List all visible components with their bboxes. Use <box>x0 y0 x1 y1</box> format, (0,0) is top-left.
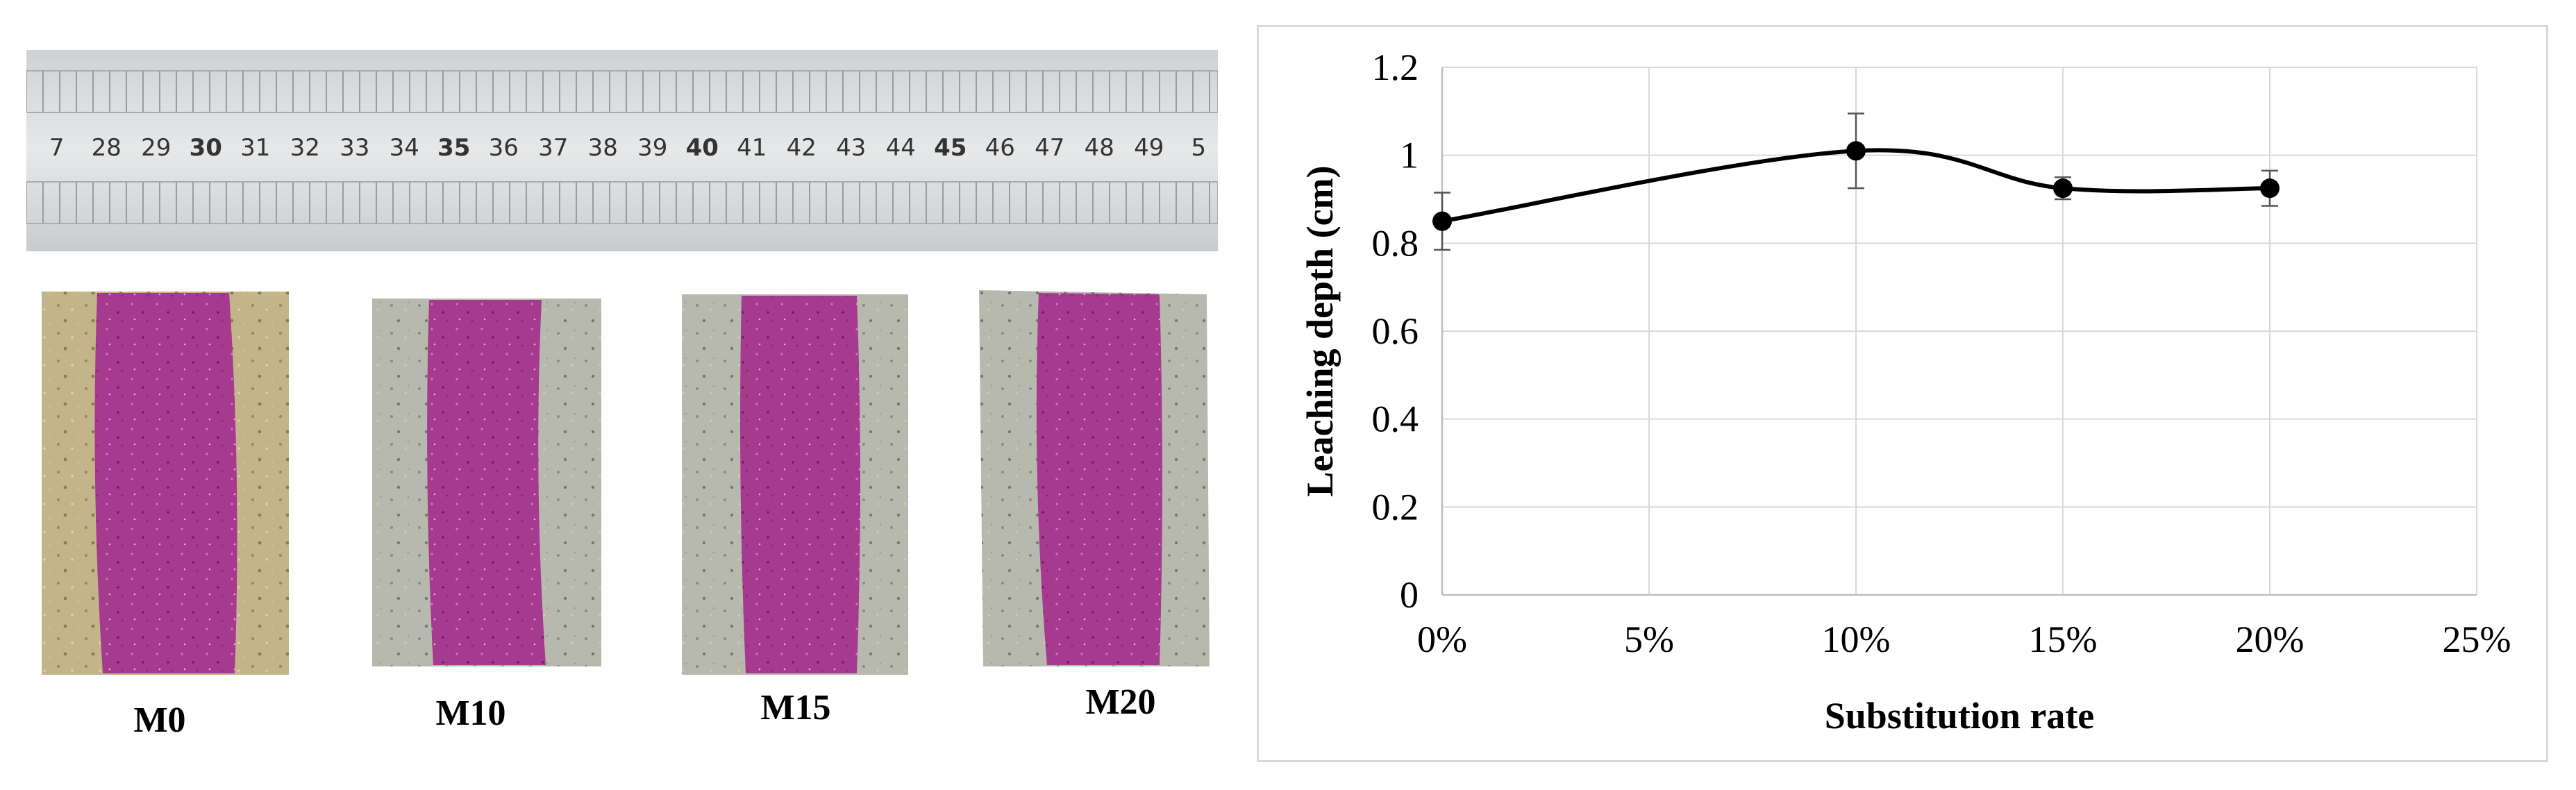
y-axis-title: Leaching depth (cm) <box>1299 166 1341 497</box>
specimen-m15 <box>682 294 908 675</box>
specimen-m20 <box>979 290 1210 666</box>
specimen-photo: 7 28 29 30 31 32 33 34 35 36 37 38 39 40 41 42 43 44 45 46 4… <box>26 50 1218 703</box>
y-tick-label: 0.6 <box>1372 310 1419 352</box>
ruler <box>26 50 1218 251</box>
ruler-number: 31 <box>240 134 270 162</box>
data-point <box>1846 141 1866 161</box>
ruler-number: 36 <box>489 134 519 162</box>
ruler-number: 45 <box>934 134 967 162</box>
sample-label-m10: M10 <box>435 694 506 733</box>
x-tick-label: 5% <box>1624 619 1674 660</box>
x-tick-label: 0% <box>1417 619 1467 660</box>
y-tick-label: 0 <box>1400 574 1419 616</box>
ruler-number: 42 <box>787 134 817 162</box>
ruler-number: 41 <box>737 134 767 162</box>
ruler-number: 29 <box>141 134 171 162</box>
ruler-number: 7 <box>49 134 65 162</box>
x-tick-label: 10% <box>1822 619 1891 660</box>
ruler-number: 32 <box>290 134 320 162</box>
x-tick-label: 25% <box>2443 619 2511 660</box>
x-tick-label: 15% <box>2029 619 2098 660</box>
ruler-number: 30 <box>190 134 222 162</box>
ruler-number: 38 <box>588 134 618 162</box>
ruler-number: 40 <box>686 134 719 162</box>
ruler-number: 5 <box>1191 134 1206 162</box>
ruler-number: 37 <box>538 134 568 162</box>
sample-label-m15: M15 <box>760 688 831 728</box>
ruler-number: 28 <box>92 134 122 162</box>
specimen-m10 <box>372 299 601 666</box>
chart-series <box>1432 112 2280 251</box>
sample-label-m0: M0 <box>133 700 186 740</box>
sample-label-m20: M20 <box>1085 682 1156 722</box>
ruler-number: 47 <box>1035 134 1064 162</box>
chart-canvas: 0 0.2 0.4 0.6 0.8 1 1.2 0% 5% 10% 15% 20% 25% Substi… <box>1299 47 2511 737</box>
x-axis-title: Substitution rate <box>1825 695 2095 737</box>
y-tick-label: 0.8 <box>1372 222 1419 264</box>
ruler-number: 33 <box>340 134 369 162</box>
ruler-number: 48 <box>1085 134 1114 162</box>
chart-grid <box>1442 67 2477 595</box>
ruler-number: 44 <box>886 134 916 162</box>
data-point <box>1432 211 1452 231</box>
ruler-number: 46 <box>985 134 1015 162</box>
y-tick-label: 1.2 <box>1372 47 1419 88</box>
chart-axes <box>1441 67 2477 596</box>
y-tick-label: 0.4 <box>1372 398 1419 440</box>
series-line <box>1441 148 2270 224</box>
ruler-number: 39 <box>637 134 667 162</box>
ruler-number: 35 <box>437 134 470 162</box>
specimen-photo-drawing: 7 28 29 30 31 32 33 34 35 36 37 38 39 40 41 42 43 44 45 46 4… <box>26 50 1218 675</box>
y-tick-label: 0.2 <box>1372 486 1419 528</box>
data-point <box>2260 178 2280 199</box>
x-tick-label: 20% <box>2236 619 2305 660</box>
ruler-number: 34 <box>390 134 419 162</box>
ruler-number: 49 <box>1134 134 1164 162</box>
ruler-number: 43 <box>836 134 866 162</box>
data-point <box>2053 178 2073 199</box>
y-tick-label: 1 <box>1400 135 1419 176</box>
leaching-depth-chart: 0 0.2 0.4 0.6 0.8 1 1.2 0% 5% 10% 15% 20% 25% Substi… <box>1257 25 2548 762</box>
specimen-m0 <box>42 292 289 675</box>
